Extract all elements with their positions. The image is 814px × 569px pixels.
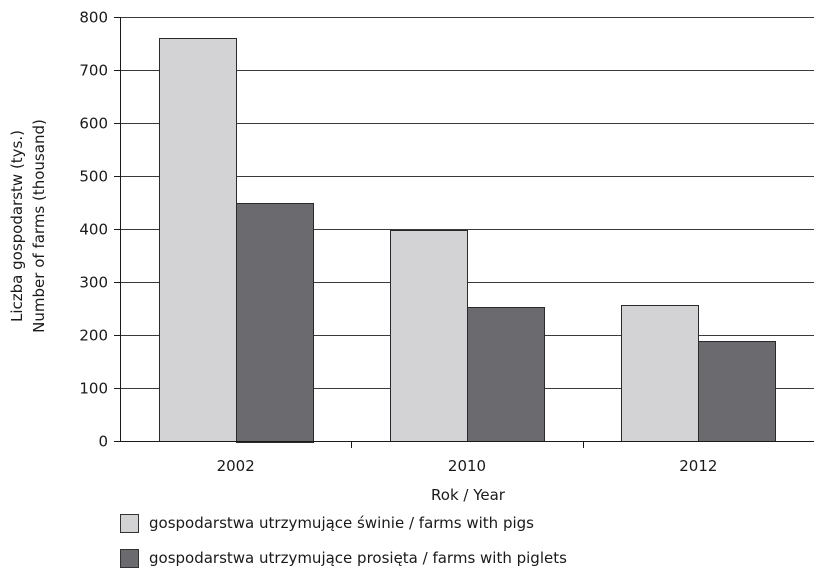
y-tick-label: 0 bbox=[98, 433, 108, 451]
axes bbox=[114, 17, 814, 448]
x-tick-label: 2002 bbox=[217, 457, 255, 475]
bar bbox=[621, 305, 699, 442]
y-tick-label: 400 bbox=[79, 221, 108, 239]
y-tick-label: 700 bbox=[79, 62, 108, 80]
x-tick-label: 2010 bbox=[448, 457, 486, 475]
y-tick-label: 500 bbox=[79, 168, 108, 186]
y-axis-title-line1: Liczba gospodarstw (tys.) bbox=[8, 130, 26, 322]
x-tick-label: 2012 bbox=[679, 457, 717, 475]
bar bbox=[698, 341, 776, 442]
x-tick-labels: 2002 2010 2012 bbox=[217, 457, 718, 475]
bar bbox=[159, 38, 237, 442]
legend-item-piglets: gospodarstwa utrzymujące prosięta / farm… bbox=[120, 547, 567, 569]
y-tick-labels: 0 100 200 300 400 500 600 700 800 bbox=[79, 9, 108, 451]
legend-label-pigs: gospodarstwa utrzymujące świnie / farms … bbox=[149, 514, 534, 532]
bar bbox=[236, 203, 314, 443]
y-tick-label: 300 bbox=[79, 274, 108, 292]
legend-swatch-pigs bbox=[120, 513, 139, 533]
bar bbox=[467, 307, 545, 442]
legend-swatch-piglets bbox=[120, 548, 139, 568]
legend-label-piglets: gospodarstwa utrzymujące prosięta / farm… bbox=[149, 549, 567, 567]
legend-item-pigs: gospodarstwa utrzymujące świnie / farms … bbox=[120, 512, 534, 534]
y-tick-label: 200 bbox=[79, 327, 108, 345]
y-tick-label: 600 bbox=[79, 115, 108, 133]
y-tick-label: 100 bbox=[79, 380, 108, 398]
bars bbox=[159, 38, 776, 443]
bar bbox=[390, 230, 468, 442]
y-axis-title-line2: Number of farms (thousand) bbox=[30, 119, 48, 333]
y-tick-label: 800 bbox=[79, 9, 108, 27]
x-axis-title: Rok / Year bbox=[431, 486, 506, 504]
